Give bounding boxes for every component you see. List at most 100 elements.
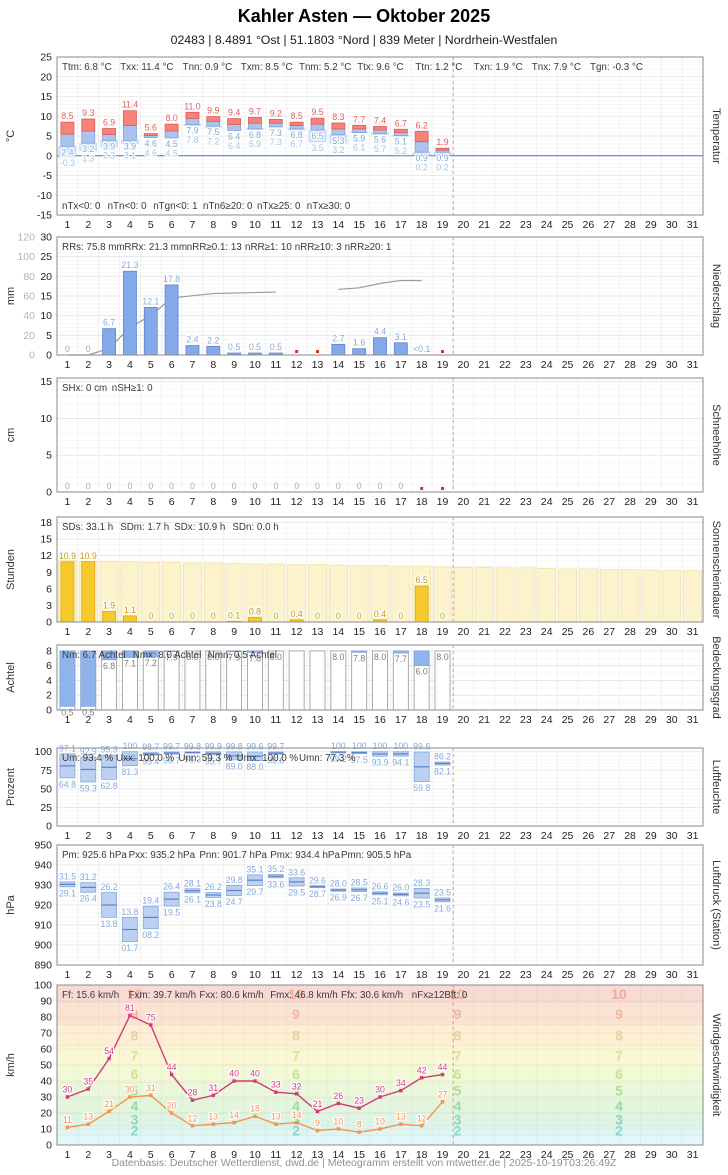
- panel-stats: RRs: 75.8 mm: [62, 242, 125, 253]
- wind-gusts-marker: [128, 1013, 132, 1018]
- day-label: 3: [106, 1149, 112, 1161]
- temp-max-bar: [435, 147, 450, 151]
- wind-gusts-label: 40: [229, 1069, 239, 1079]
- axis-unit-label: Prozent: [5, 768, 17, 806]
- day-label: 22: [499, 714, 511, 726]
- wind-gusts-marker: [419, 1076, 424, 1080]
- panel-stats: Uxx: 100.0 %: [116, 753, 175, 764]
- y-tick-label: -5: [43, 170, 52, 182]
- day-label: 1: [64, 969, 70, 981]
- y-tick-label: 20: [40, 271, 52, 283]
- day-label: 26: [583, 830, 595, 842]
- sunshine-label: 0.4: [374, 609, 386, 619]
- day-label: 31: [687, 1149, 699, 1161]
- pressure-min-label: 26.9: [330, 893, 347, 903]
- temp-max-bar: [206, 116, 221, 122]
- temp-max-bar: [331, 122, 346, 130]
- pressure-max-label: 33.6: [288, 867, 305, 877]
- day-label: 8: [210, 219, 216, 231]
- panel-stats: nTx≥25: 0: [257, 201, 301, 212]
- temp-min-label: 6.8: [291, 130, 303, 140]
- panel-stats: Txx: 11.4 °C: [120, 62, 173, 73]
- day-label: 30: [666, 969, 678, 981]
- precip-label: 0: [65, 344, 70, 354]
- day-label: 27: [603, 219, 615, 231]
- panel-stats: nTn6≥20: 0: [203, 201, 253, 212]
- day-label: 9: [231, 969, 237, 981]
- snow-label: 0: [294, 481, 299, 491]
- day-label: 16: [374, 830, 386, 842]
- y-tick-label: 75: [40, 765, 52, 777]
- day-label: 1: [64, 496, 70, 508]
- day-label: 8: [210, 714, 216, 726]
- day-label: 23: [520, 219, 532, 231]
- day-label: 31: [687, 496, 699, 508]
- beaufort-band: [57, 1065, 703, 1083]
- y-tick-label: 0: [46, 705, 52, 717]
- temp-max-bar: [143, 133, 158, 137]
- day-label: 30: [666, 830, 678, 842]
- y-tick-label: 100: [34, 980, 52, 992]
- humidity-min-label: 97.5: [351, 755, 368, 765]
- wind-gusts-marker: [399, 1088, 403, 1093]
- temp-min-label: 6.4: [228, 131, 240, 141]
- panel-stats: Fmx: 46.8 km/h: [270, 990, 338, 1001]
- day-label: 9: [231, 359, 237, 371]
- wind-gusts-label: 32: [292, 1081, 302, 1091]
- humidity-min-label: 95.7: [205, 756, 222, 766]
- y-tick-label: -10: [37, 190, 52, 202]
- temp-max-bar: [227, 118, 242, 125]
- pressure-min-label: 29.1: [59, 888, 76, 898]
- pressure-min-label: 19.5: [163, 908, 180, 918]
- beaufort-number: 4: [131, 1098, 139, 1114]
- axis-unit-label: Stunden: [5, 549, 17, 590]
- day-label: 28: [624, 496, 636, 508]
- day-label: 19: [437, 626, 449, 638]
- day-label: 15: [353, 219, 365, 231]
- panel-stats: Txn: 1.9 °C: [474, 62, 523, 73]
- y-tick-label: 920: [34, 900, 52, 912]
- panel-border: [56, 516, 704, 623]
- temp-min-bar: [289, 125, 304, 130]
- sunshine-bar: [123, 615, 137, 623]
- humidity-min-label: 89.0: [226, 761, 243, 771]
- day-label: 21: [478, 496, 490, 508]
- page-subtitle: 02483 | 8.4891 °Ost | 51.1803 °Nord | 83…: [170, 33, 558, 47]
- day-label: 20: [458, 219, 470, 231]
- day-label: 29: [645, 1149, 657, 1161]
- temp-min-label: 5.9: [353, 133, 365, 143]
- humidity-min-label: 93.9: [371, 758, 388, 768]
- day-label: 13: [312, 969, 324, 981]
- day-label: 30: [666, 1149, 678, 1161]
- panel-stats: nRR≥1: 10: [245, 242, 292, 253]
- y-tick-label: 10: [40, 310, 52, 322]
- day-label: 30: [666, 626, 678, 638]
- day-label: 11: [270, 626, 281, 638]
- day-label: 2: [85, 830, 91, 842]
- cloud-label: 8.0: [207, 652, 219, 662]
- y-tick-label: 0: [46, 487, 52, 499]
- day-label: 20: [458, 714, 470, 726]
- temp-max-label: 1.9: [436, 137, 448, 147]
- day-label: 10: [249, 830, 261, 842]
- day-label: 3: [106, 219, 112, 231]
- temp-ground-label: 5.2: [395, 146, 407, 156]
- snow-label: 0: [232, 481, 237, 491]
- temp-ground-label: 7.3: [270, 137, 282, 147]
- panel-stats: SDs: 33.1 h: [62, 522, 113, 533]
- wind-gusts-marker: [315, 1109, 320, 1114]
- y-tick-label: -15: [37, 210, 52, 222]
- pressure-max-label: 29.6: [309, 875, 326, 885]
- cloud-label: 7.8: [353, 653, 365, 663]
- day-label: 23: [520, 496, 532, 508]
- day-label: 2: [85, 626, 91, 638]
- humidity-min-label: 81.3: [121, 767, 138, 777]
- cloud-clear-cap: [226, 650, 242, 652]
- day-label: 23: [520, 1149, 532, 1161]
- pressure-min-label: 26.7: [351, 893, 368, 903]
- wind-gusts-label: 81: [125, 1003, 135, 1013]
- temp-ground-label: 3.2: [332, 145, 344, 155]
- wind-gusts-marker: [253, 1079, 257, 1083]
- day-label: 4: [127, 359, 133, 371]
- temp-min-bar: [123, 125, 137, 141]
